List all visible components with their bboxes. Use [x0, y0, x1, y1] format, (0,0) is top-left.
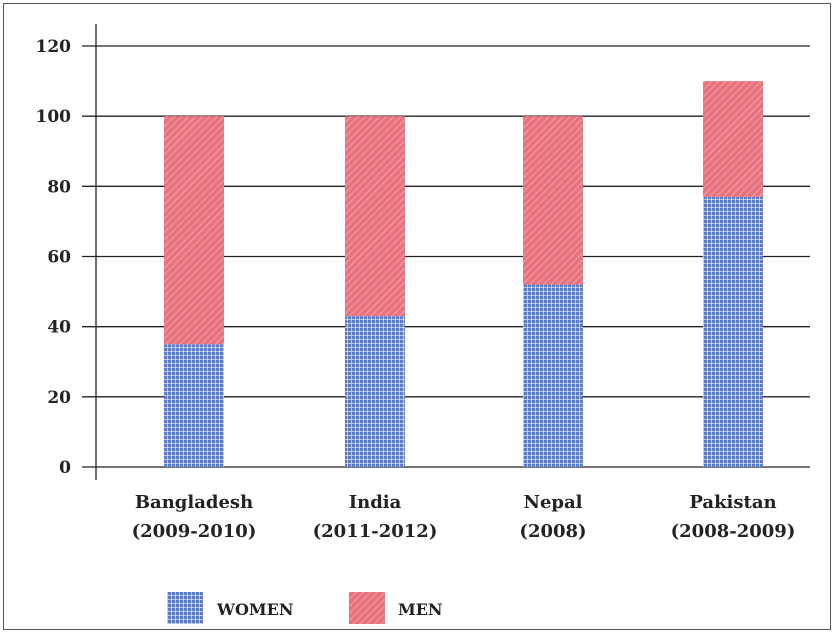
y-tick-label: 60	[47, 248, 71, 268]
x-tick-label: Pakistan	[689, 492, 776, 513]
y-tick-label: 20	[47, 388, 71, 408]
chart-frame	[3, 3, 831, 630]
bar-women-nepal	[523, 284, 583, 467]
x-tick-label: Nepal	[524, 492, 583, 513]
legend-swatch-men	[349, 592, 385, 624]
bar-women-bangladesh	[164, 344, 224, 467]
bar-men-india	[345, 116, 405, 317]
y-tick-label: 80	[47, 177, 71, 197]
bar-women-india	[345, 316, 405, 467]
bars	[164, 81, 763, 467]
y-tick-label: 0	[59, 458, 71, 478]
x-tick-label: Bangladesh	[135, 492, 253, 513]
y-tick-label: 40	[47, 318, 71, 338]
bar-men-nepal	[523, 116, 583, 285]
x-tick-label: (2008-2009)	[671, 521, 796, 542]
legend: WOMEN MEN	[167, 592, 443, 624]
y-axis: 0 20 40 60 80 100 120	[36, 24, 97, 480]
bar-men-pakistan	[703, 81, 763, 197]
x-tick-label: (2008)	[519, 521, 586, 542]
y-tick-label: 120	[36, 37, 72, 57]
bar-women-pakistan	[703, 196, 763, 467]
y-tick-label: 100	[36, 107, 72, 127]
x-tick-label: (2011-2012)	[313, 521, 438, 542]
x-tick-label: (2009-2010)	[132, 521, 257, 542]
legend-label-men: MEN	[398, 600, 443, 619]
x-axis-labels: Bangladesh (2009-2010) India (2011-2012) Nep…	[132, 492, 796, 542]
legend-swatch-women	[167, 592, 203, 624]
x-tick-label: India	[349, 492, 402, 513]
legend-label-women: WOMEN	[216, 600, 293, 619]
bar-men-bangladesh	[164, 116, 224, 345]
